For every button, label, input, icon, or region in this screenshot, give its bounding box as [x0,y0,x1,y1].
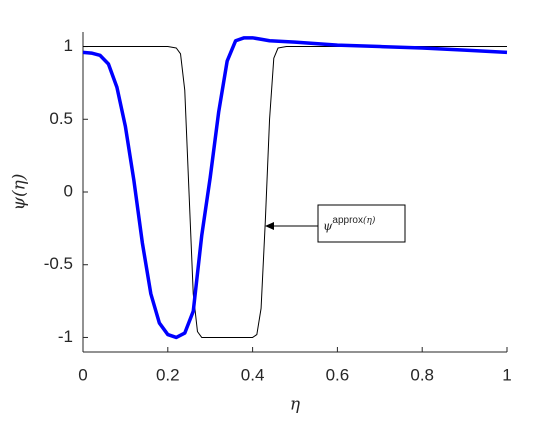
plot-area: 0 0.2 0.4 0.6 0.8 1 -1 -0.5 0 0.5 1 [44,36,512,384]
series-line [83,46,507,338]
annotation: ψapprox(η) [323,215,376,233]
annotation-base: ψ [323,219,333,233]
annotation-tail: (η) [363,215,376,226]
annotation-sup: approx [332,215,363,226]
y-tick-label: 1 [64,36,73,55]
x-tick-label: 0.4 [241,365,265,384]
x-tick-label: 1 [502,365,511,384]
x-tick-label: 0 [78,365,87,384]
y-tick-label: 0.5 [49,109,73,128]
x-label: η [290,395,301,415]
annotation-box [317,204,406,243]
arrow-head [265,222,274,230]
series-line [82,36,508,340]
x-tick-label: 0.6 [326,365,350,384]
y-tick-label: -1 [58,327,73,346]
x-tick-label: 0.2 [156,365,180,384]
y-tick-label: 0 [64,181,73,200]
y-tick-label: -0.5 [44,254,73,273]
y-label: ψ(η) [10,174,30,211]
x-tick-label: 0.8 [410,365,434,384]
